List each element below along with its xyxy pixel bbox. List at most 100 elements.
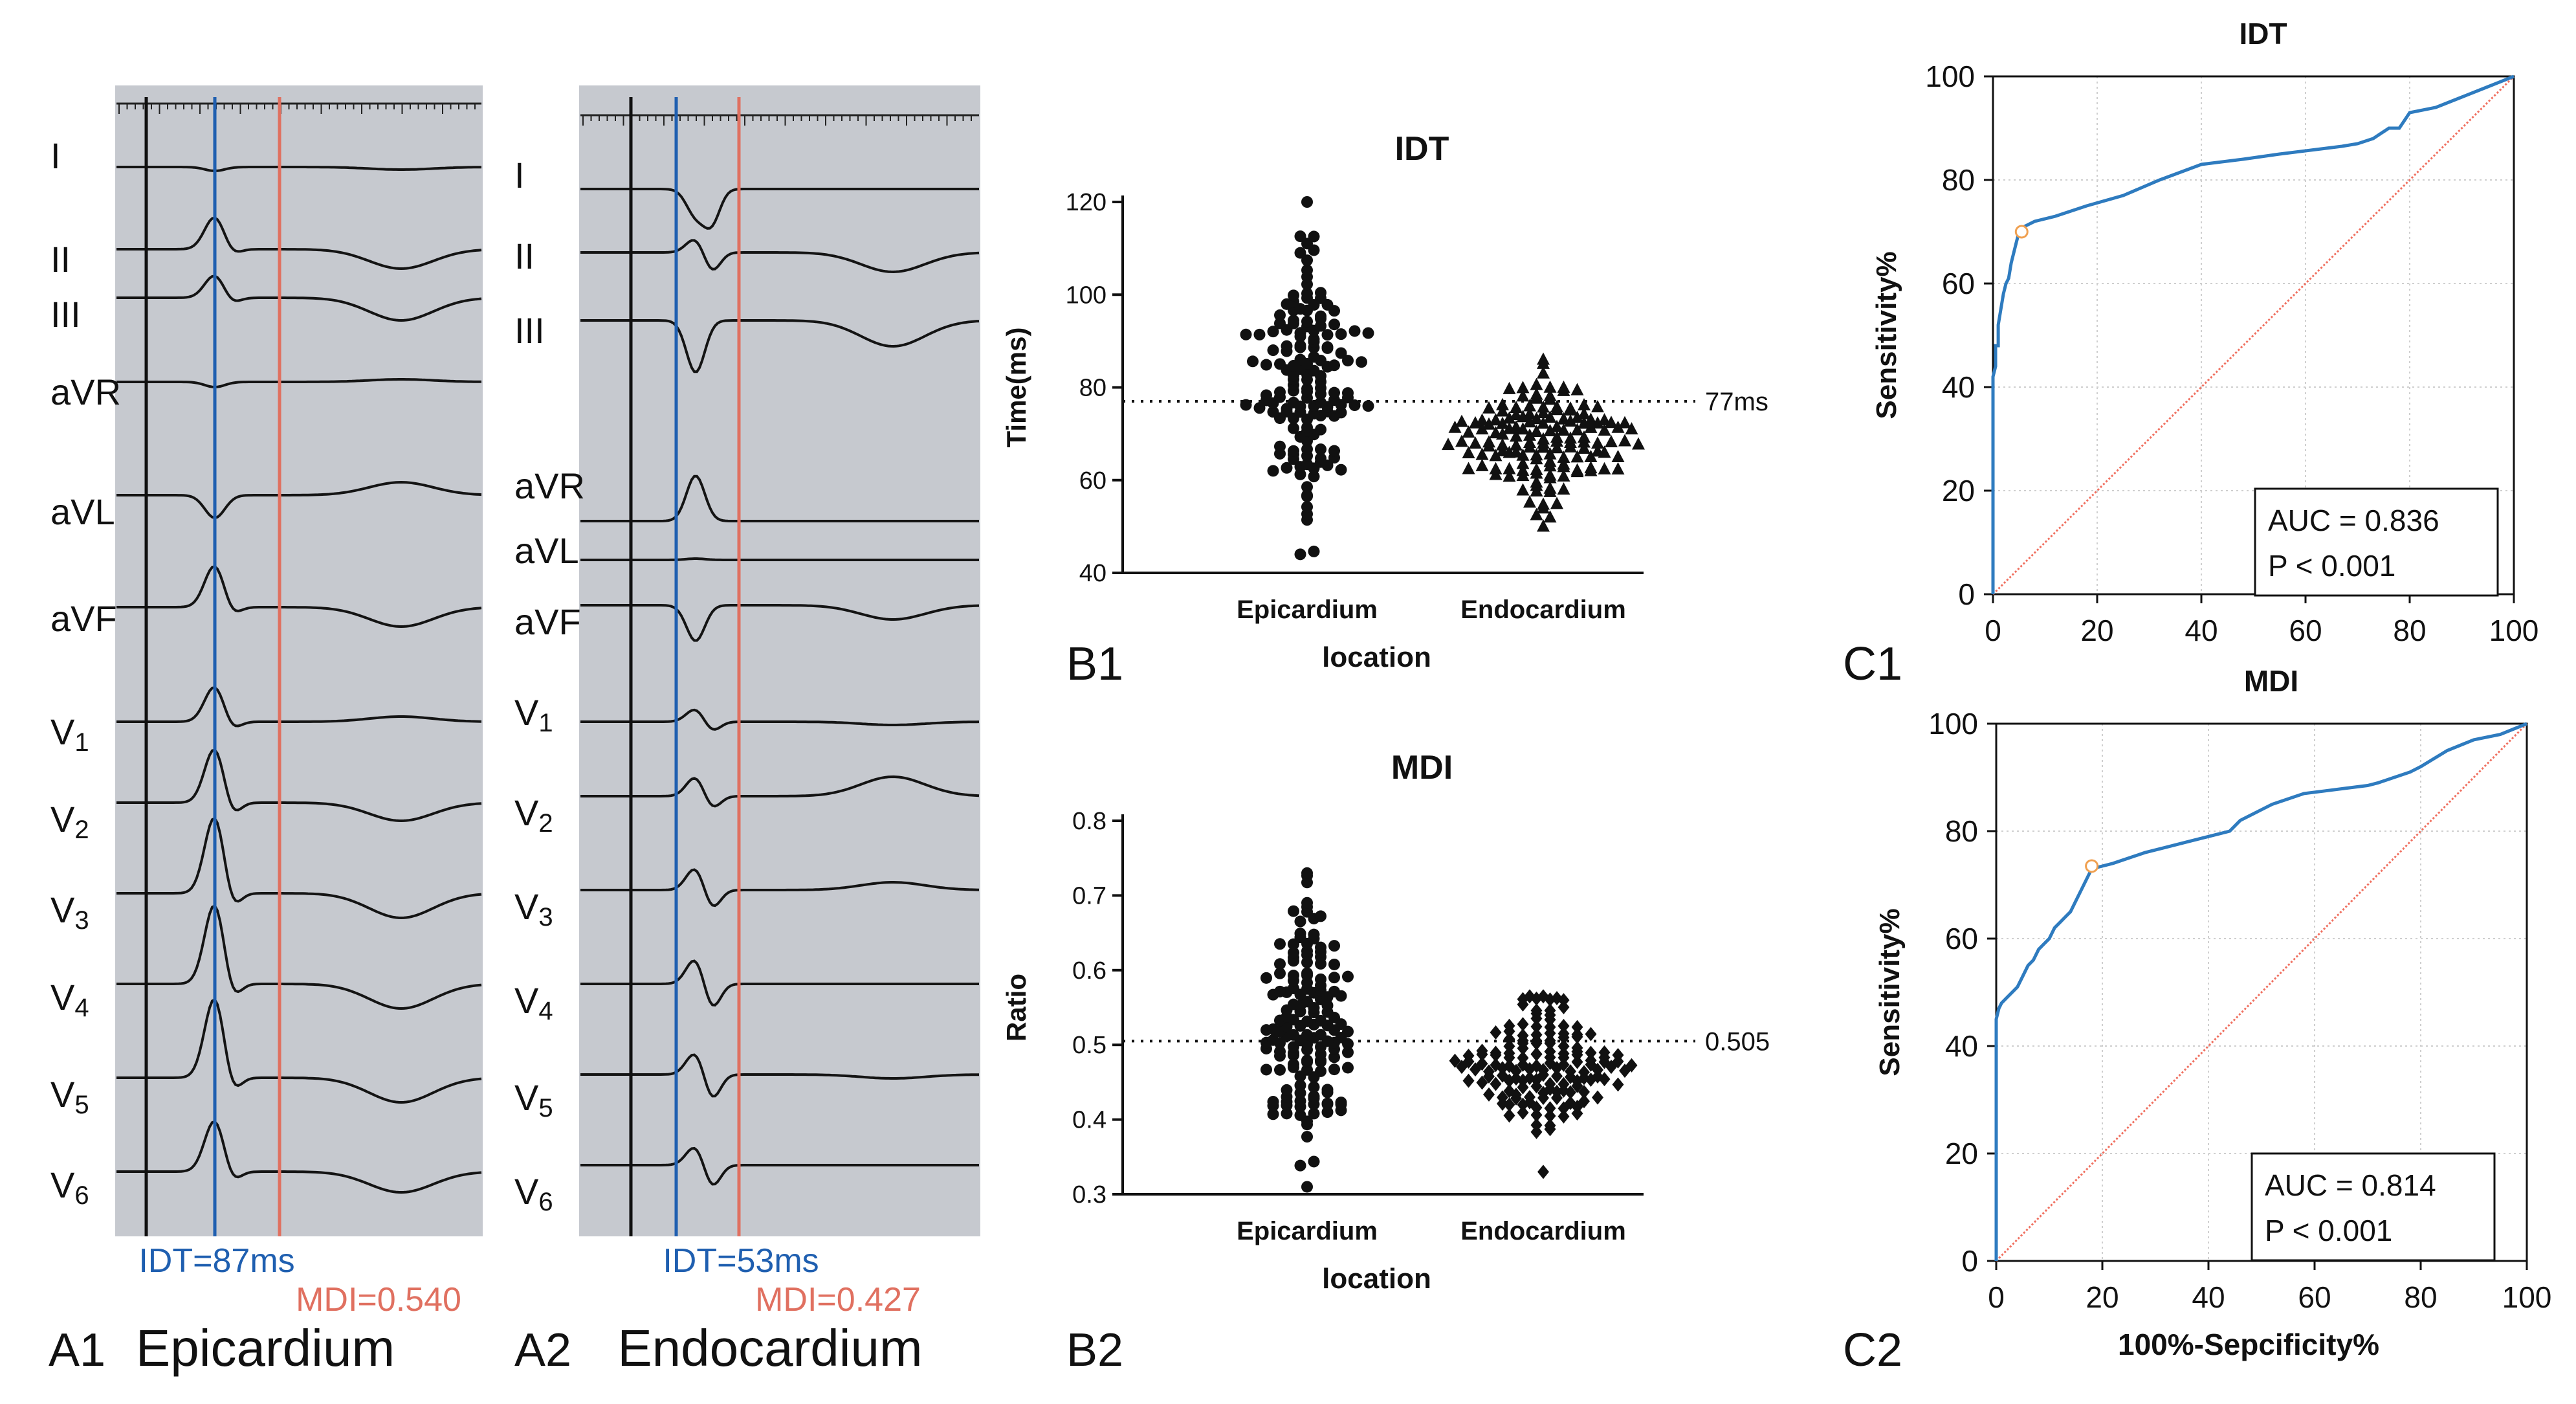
lead-label-avf: aVF (514, 601, 581, 642)
data-point (1530, 1003, 1543, 1018)
y-tick-label: 100 (1928, 707, 1978, 741)
data-point (1557, 482, 1570, 495)
data-point (1288, 970, 1299, 982)
ecg-trace-v5 (580, 1053, 979, 1098)
data-point (1530, 425, 1543, 438)
data-point (1550, 400, 1563, 413)
data-point (1308, 1081, 1320, 1093)
data-point (1537, 432, 1550, 445)
y-tick-label: 0 (1958, 577, 1975, 611)
data-point (1598, 1045, 1611, 1060)
data-point (1315, 1065, 1327, 1077)
data-point (1294, 1109, 1306, 1121)
data-point (1578, 1084, 1590, 1099)
data-point (1524, 989, 1536, 1004)
y-tick-label: 60 (1942, 267, 1975, 300)
data-point (1578, 1065, 1590, 1080)
data-point (1476, 1043, 1488, 1058)
data-point (1612, 1047, 1624, 1062)
panel-letter-c1: C1 (1843, 638, 1902, 690)
x-tick-label: 60 (2298, 1280, 2331, 1314)
data-point (1301, 501, 1313, 513)
data-point (1503, 1084, 1515, 1098)
data-point (1349, 325, 1361, 337)
data-point (1301, 1015, 1313, 1027)
y-tick-label: 100 (1925, 60, 1975, 93)
data-point (1503, 1039, 1515, 1054)
data-point (1335, 463, 1347, 476)
data-point (1544, 1118, 1556, 1133)
mdi-roc-curve: MDI 0 20 40 60 80 100 0 20 40 60 80 100 Sensitivity% 1… (1874, 664, 2551, 1361)
data-point (1356, 356, 1367, 368)
data-point (1328, 1051, 1340, 1064)
data-point (1517, 1105, 1529, 1120)
data-point (1591, 444, 1604, 457)
data-point (1530, 387, 1543, 400)
data-point (1564, 431, 1577, 444)
data-point (1301, 421, 1313, 434)
data-point (1482, 435, 1495, 448)
cutoff-point (2085, 859, 2099, 873)
data-point (1496, 416, 1509, 429)
data-point (1281, 340, 1293, 352)
data-point (1301, 481, 1313, 493)
data-point (1489, 462, 1503, 474)
data-point (1301, 867, 1313, 879)
data-point (1523, 428, 1536, 441)
data-point (1530, 462, 1543, 475)
data-point (1490, 1045, 1502, 1060)
data-point (1584, 449, 1598, 462)
data-point (1592, 1090, 1603, 1105)
data-point (1342, 387, 1354, 399)
data-point (1585, 1045, 1597, 1060)
data-point (1618, 416, 1631, 429)
data-point (1328, 1064, 1340, 1076)
ecg-trace-v5 (116, 997, 482, 1104)
data-point (1274, 1045, 1286, 1058)
data-point (1328, 445, 1340, 457)
data-point (1301, 1131, 1313, 1143)
data-point (1328, 985, 1340, 997)
data-point (1503, 1032, 1515, 1047)
data-point (1570, 450, 1584, 463)
data-point (1308, 545, 1320, 557)
data-point (1462, 425, 1475, 438)
data-point (1551, 991, 1563, 1006)
lead-label-v5: V5 (50, 1074, 89, 1119)
data-point (1308, 230, 1320, 243)
data-point (1328, 386, 1340, 399)
ecg-trace-v2 (116, 748, 482, 823)
data-point (1598, 423, 1611, 436)
data-point (1591, 436, 1604, 449)
data-point (1288, 1058, 1299, 1071)
data-point (1543, 410, 1557, 423)
data-point (1301, 1181, 1313, 1193)
data-point (1267, 1023, 1279, 1035)
data-point (1516, 483, 1530, 496)
lead-label-v6: V6 (50, 1164, 89, 1210)
data-point (1301, 1029, 1313, 1041)
lead-label-avr: aVR (50, 372, 121, 412)
mdi-dot-plot: MDI 0.3 0.4 0.5 0.6 0.7 0.8 Ratio location Epicar… (1001, 749, 1770, 1295)
data-point (1321, 1097, 1334, 1109)
data-point (1294, 1159, 1306, 1172)
x-tick-label: 40 (2185, 614, 2218, 647)
lead-label-v1: V1 (514, 692, 553, 737)
data-point (1517, 1017, 1529, 1032)
data-point (1496, 404, 1509, 417)
data-point (1537, 1164, 1549, 1179)
data-point (1523, 435, 1536, 448)
data-point (1558, 1018, 1570, 1033)
data-point (1503, 411, 1516, 424)
data-point (1497, 1090, 1508, 1105)
data-point (1544, 1101, 1556, 1116)
data-point (1510, 429, 1523, 442)
y-tick-label: 20 (1942, 474, 1975, 507)
lead-label-v5: V5 (514, 1077, 553, 1122)
lead-label-iii: III (50, 294, 81, 335)
ecg-trace-i (116, 166, 481, 173)
x-tick-label: 100 (2489, 614, 2539, 647)
data-point (1274, 938, 1286, 950)
data-point (1288, 998, 1299, 1010)
